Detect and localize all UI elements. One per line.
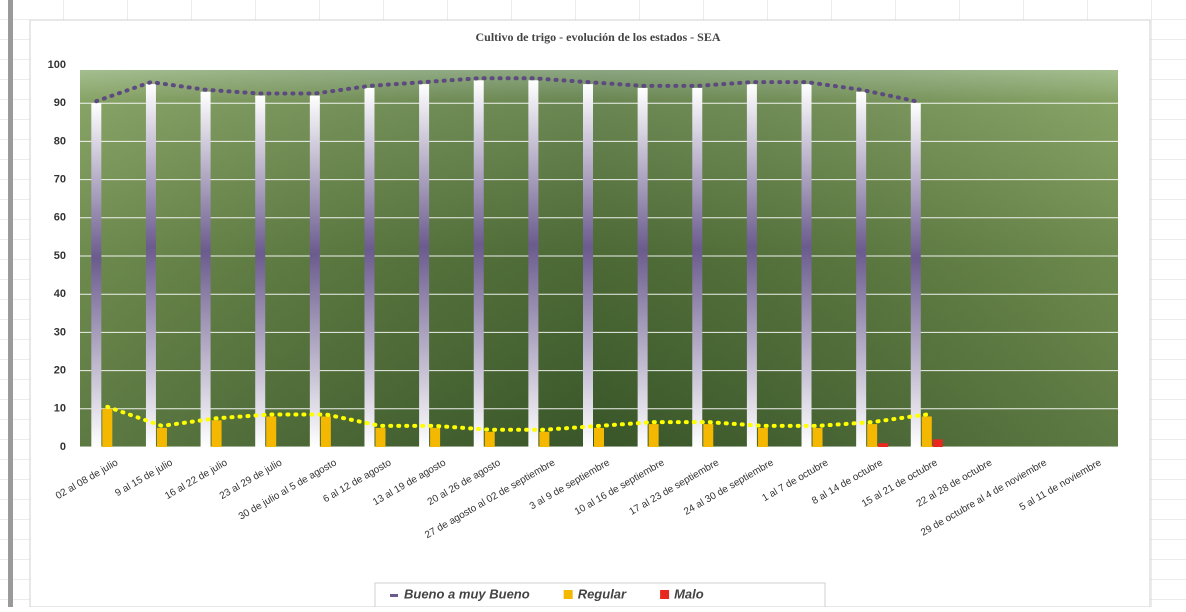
y-tick-label: 70 <box>54 174 66 186</box>
bar <box>309 95 320 447</box>
legend-marker <box>390 594 398 597</box>
bar <box>484 431 495 447</box>
y-tick-label: 10 <box>54 403 66 415</box>
y-tick-label: 50 <box>54 250 66 262</box>
y-tick-label: 100 <box>48 59 66 71</box>
bar <box>692 87 703 448</box>
bar <box>867 424 878 447</box>
bar <box>419 84 430 447</box>
bar <box>746 84 757 447</box>
bar <box>878 443 889 447</box>
legend-marker <box>660 590 670 599</box>
bar <box>364 87 375 448</box>
legend-marker <box>563 590 573 599</box>
sheet-edge <box>8 0 13 607</box>
bar <box>375 427 386 447</box>
bar <box>266 416 277 447</box>
bar <box>200 91 211 448</box>
bar <box>856 91 867 448</box>
y-tick-label: 40 <box>54 288 66 300</box>
trend-line <box>94 76 918 104</box>
bar <box>211 420 222 447</box>
bar <box>473 80 484 447</box>
y-tick-label: 90 <box>54 97 66 109</box>
bar <box>156 427 167 447</box>
bar <box>583 84 593 447</box>
bar <box>910 103 921 447</box>
bar <box>145 84 156 447</box>
bar <box>921 416 932 447</box>
bar <box>528 80 539 447</box>
bar <box>539 431 550 447</box>
bar <box>801 84 812 447</box>
bar <box>812 427 823 447</box>
legend <box>374 582 826 608</box>
bar <box>932 439 943 447</box>
y-tick-label: 60 <box>54 212 66 224</box>
bar <box>320 416 331 447</box>
y-tick-label: 80 <box>54 135 66 147</box>
bar <box>703 424 714 447</box>
bar <box>430 427 441 447</box>
bar <box>637 87 648 448</box>
legend-label: Regular <box>578 586 627 601</box>
bar <box>91 103 102 447</box>
bar <box>594 427 604 447</box>
bar <box>255 95 266 447</box>
plot-texture <box>80 70 1118 447</box>
y-tick-label: 0 <box>60 441 66 453</box>
bar <box>102 408 113 447</box>
bar <box>757 427 768 447</box>
trend-line <box>105 404 929 432</box>
legend-label: Malo <box>674 586 704 601</box>
y-tick-label: 20 <box>54 365 66 377</box>
y-tick-label: 30 <box>54 326 66 338</box>
bar <box>648 424 659 447</box>
chart-title: Cultivo de trigo - evolución de los esta… <box>475 30 720 44</box>
legend-label: Bueno a muy Bueno <box>404 586 530 601</box>
